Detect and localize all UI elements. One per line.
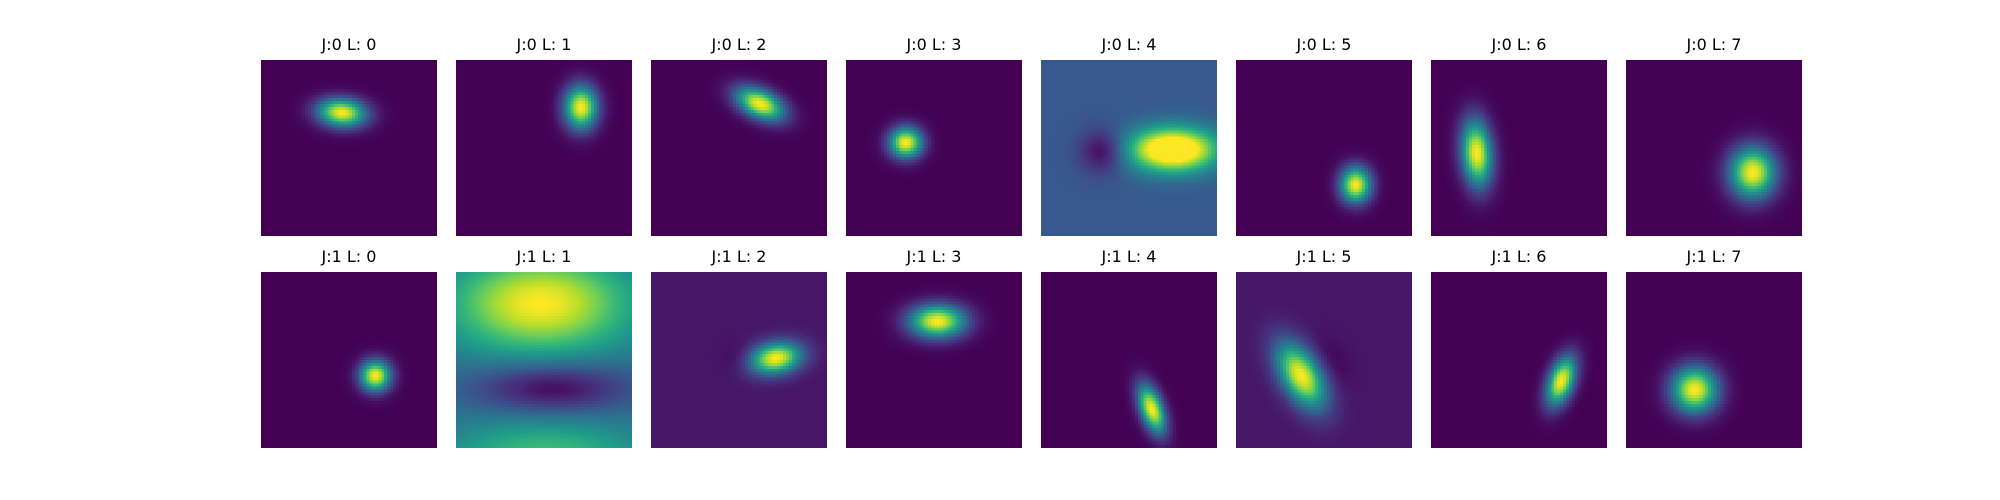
panel-title: J:1 L: 5 <box>1236 248 1412 266</box>
heatmap-panel <box>1041 60 1217 236</box>
heatmap-panel <box>456 60 632 236</box>
panel-title: J:0 L: 4 <box>1041 36 1217 54</box>
heatmap-panel <box>1626 60 1802 236</box>
heatmap-panel <box>846 60 1022 236</box>
panel-title: J:1 L: 7 <box>1626 248 1802 266</box>
heatmap-panel <box>1041 272 1217 448</box>
panel-title: J:0 L: 5 <box>1236 36 1412 54</box>
heatmap-panel <box>1431 272 1607 448</box>
heatmap-panel <box>1431 60 1607 236</box>
heatmap-panel <box>261 272 437 448</box>
heatmap-panel <box>651 272 827 448</box>
panel-title: J:0 L: 0 <box>261 36 437 54</box>
panel-title: J:1 L: 1 <box>456 248 632 266</box>
heatmap-panel <box>1626 272 1802 448</box>
panel-title: J:0 L: 7 <box>1626 36 1802 54</box>
heatmap-panel <box>1236 60 1412 236</box>
panel-title: J:1 L: 6 <box>1431 248 1607 266</box>
panel-title: J:1 L: 3 <box>846 248 1022 266</box>
panel-title: J:1 L: 2 <box>651 248 827 266</box>
panel-title: J:0 L: 6 <box>1431 36 1607 54</box>
panel-title: J:1 L: 0 <box>261 248 437 266</box>
panel-title: J:1 L: 4 <box>1041 248 1217 266</box>
heatmap-panel <box>651 60 827 236</box>
heatmap-panel <box>456 272 632 448</box>
panel-title: J:0 L: 1 <box>456 36 632 54</box>
panel-title: J:0 L: 3 <box>846 36 1022 54</box>
heatmap-panel <box>1236 272 1412 448</box>
heatmap-panel <box>846 272 1022 448</box>
heatmap-panel <box>261 60 437 236</box>
panel-title: J:0 L: 2 <box>651 36 827 54</box>
